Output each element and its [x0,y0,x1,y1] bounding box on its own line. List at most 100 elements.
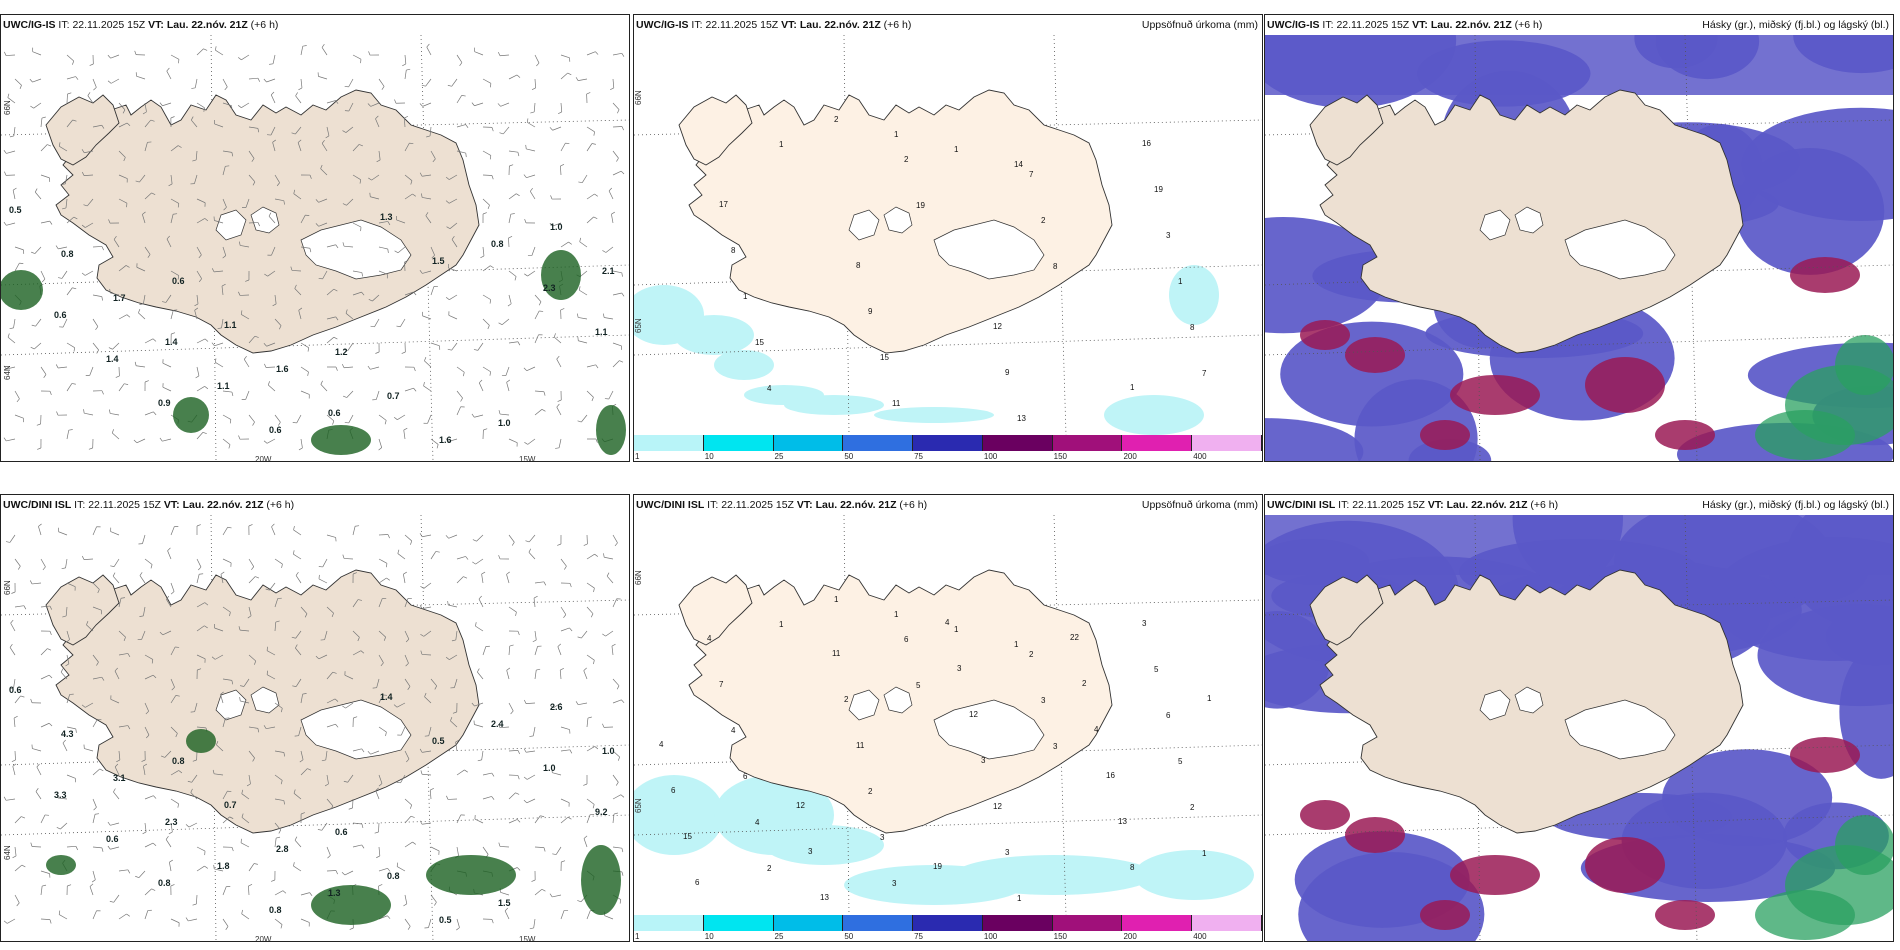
valid-time: Lau. 22.nóv. 21Z [1430,19,1512,31]
wind-barb [428,918,432,928]
wind-barb [489,155,492,160]
graticule-line [1,334,629,356]
wind-barb [378,694,384,704]
wind-barb [345,702,354,709]
glacier [848,209,880,241]
wind-barb [92,768,100,776]
wind-barb [171,332,176,335]
precip-area [784,395,884,415]
wind-barb [35,791,42,800]
wind-barb [400,318,406,327]
colorbar-swatch [843,915,914,931]
wind-barb [404,598,409,608]
wind-barb [294,288,302,296]
gust-value: 0.5 [9,205,22,215]
precip-value: 4 [945,618,950,627]
wind-barb [586,582,595,589]
wind-barb [87,198,94,207]
wind-barb [560,726,570,730]
wind-barb [378,438,383,448]
wind-barb [497,51,501,56]
wind-barb [404,630,410,640]
wind-barb [602,633,606,637]
wind-barb [272,139,277,143]
wind-barb [361,748,365,753]
wind-barb [531,879,536,882]
wind-barb [586,553,595,560]
init-label: IT: [691,19,703,31]
wind-barb [222,102,232,106]
valid-time: Lau. 22.nóv. 21Z [799,19,881,31]
wind-barb [274,414,281,423]
wind-barb [345,126,354,133]
wind-barb [526,118,529,123]
wind-barb [498,410,501,415]
colorbar-tick: 400 [1193,932,1207,941]
wind-barb [55,245,59,250]
wind-barb [248,726,258,729]
wind-barb [248,414,255,423]
wind-barb [23,605,27,610]
wind-barb [515,792,520,795]
wind-barb [586,718,589,728]
wind-barb [222,678,232,681]
wind-barb [404,894,408,904]
wind-barb [603,553,605,558]
wind-barb [557,399,562,402]
wind-barb [456,927,460,931]
wind-barb [325,135,330,139]
wind-barb [583,835,588,839]
wind-barb [604,915,614,920]
wind-barb [315,655,320,660]
precip-area [954,855,1154,895]
wind-barb [387,248,389,253]
lead-time: (+6 h) [899,499,928,511]
wind-barb [5,54,16,56]
precip-value: 1 [894,610,899,619]
wind-barb [315,223,319,227]
wind-barb [166,235,170,240]
wind-barb [335,244,339,249]
wind-barb [506,571,510,575]
wind-barb [555,846,562,855]
wind-barb [309,174,312,179]
wind-barb [595,51,599,55]
wind-barb [222,246,227,256]
wind-barb [341,872,346,876]
high-cloud-area [1835,815,1893,875]
wind-barb [274,294,277,304]
wind-barb [87,95,94,104]
wind-barb [55,364,59,369]
colorbar-swatch [1192,915,1262,931]
wind-barb [586,746,595,752]
wind-barb [243,359,250,368]
wind-barb [153,411,157,416]
wind-barb [330,805,334,810]
gust-value: 0.9 [158,398,171,408]
colorbar-tick: 150 [1053,932,1068,941]
graticule-line [1265,814,1893,836]
wind-barb [461,95,466,97]
wind-barb [248,77,258,80]
wind-barb [13,318,16,328]
precip-value: 12 [969,710,978,719]
precip-value: 12 [796,801,805,810]
wind-barb [612,750,620,758]
precip-value: 2 [1190,803,1195,812]
wind-barb [473,349,478,351]
init-time: 22.11.2025 15Z [721,499,794,511]
wind-barb [404,387,414,392]
wind-barb [168,831,173,835]
wind-barb [612,814,615,824]
wind-barb [569,627,573,632]
wind-barb [21,864,26,868]
wind-barb [491,127,494,132]
lead-time-suffix: h) [269,19,279,31]
wind-barb [404,841,413,848]
gust-value: 1.0 [550,222,563,232]
wind-barb [237,105,242,108]
wind-barb [47,144,52,147]
wind-barb [318,578,328,584]
wind-barb [88,447,93,450]
wind-barb [144,192,152,200]
